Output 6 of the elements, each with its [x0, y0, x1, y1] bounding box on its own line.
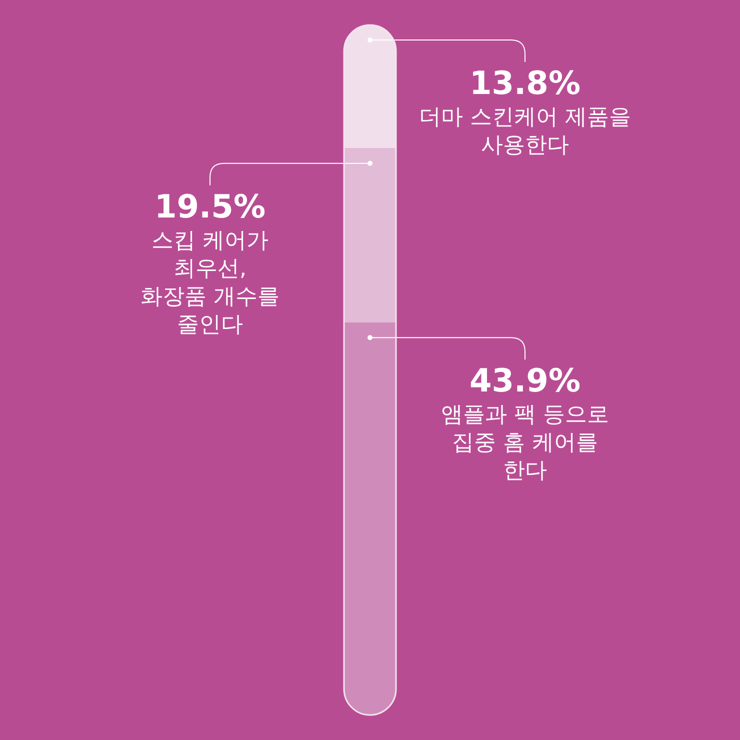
series-label: 더마 스킨케어 제품을 사용한다	[419, 105, 631, 158]
series: 19.5% 스킵 케어가 최우선, 화장품 개수를 줄인다	[140, 160, 372, 338]
data-label: 43.9%	[469, 362, 581, 400]
data-label: 13.8%	[469, 64, 581, 102]
text: 앰플과 팩 등으로 집중 홈 케어를 한다	[441, 402, 609, 484]
data-label: 19.5%	[154, 187, 266, 226]
